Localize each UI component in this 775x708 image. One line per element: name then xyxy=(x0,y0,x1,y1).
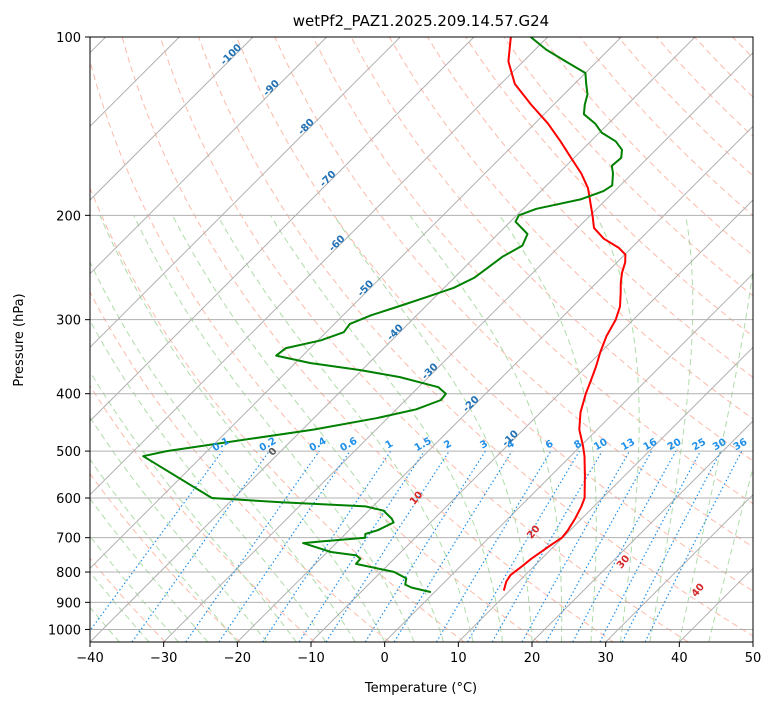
dry-adiabat-line xyxy=(503,37,753,297)
x-tick-label: 50 xyxy=(745,651,762,666)
isotherm-line xyxy=(163,51,753,642)
y-tick-label: 1000 xyxy=(48,623,81,638)
y-axis: 100 200 300 400 500 600 700 800 900 1000 xyxy=(48,31,90,638)
x-axis: −40 −30 −20 −10 0 10 20 30 40 50 xyxy=(76,642,761,666)
dry-adiabats xyxy=(90,37,753,642)
chart-title: wetPf2_PAZ1.2025.209.14.57.G24 xyxy=(293,12,549,31)
y-tick-label: 100 xyxy=(56,31,81,46)
isotherm-line xyxy=(90,37,549,496)
y-tick-label: 400 xyxy=(56,388,81,403)
moist-adiabat-line xyxy=(270,215,503,642)
isotherms xyxy=(90,37,753,642)
y-tick-label: 800 xyxy=(56,566,81,581)
y-tick-label: 700 xyxy=(56,532,81,547)
mixing-ratio-line xyxy=(644,450,743,642)
dry-adiabat-line xyxy=(388,37,753,420)
moist-adiabat-line xyxy=(409,215,563,642)
moist-adiabat-line xyxy=(133,215,415,642)
x-axis-label: Temperature (°C) xyxy=(364,681,477,696)
moist-adiabat-line xyxy=(90,260,356,642)
x-tick-label: −20 xyxy=(224,651,251,666)
moist-adiabat-line xyxy=(90,370,297,642)
mixing-ratio-line xyxy=(572,450,677,642)
x-tick-label: −10 xyxy=(297,651,324,666)
mixing-ratio-line xyxy=(185,450,320,642)
moist-adiabat-line xyxy=(649,215,694,642)
mixing-ratio-line xyxy=(298,450,425,642)
temperature-profile-line xyxy=(502,37,627,591)
dry-adiabat-line xyxy=(159,37,689,642)
mixing-ratio-label: 6 xyxy=(544,438,556,451)
moist-adiabat-line xyxy=(596,215,640,642)
dry-adiabat-line xyxy=(236,37,753,592)
mixing-ratio-lines xyxy=(90,450,743,642)
mixing-ratio-label: 4 xyxy=(505,438,517,451)
plot-area xyxy=(90,37,753,642)
isotherm-line xyxy=(384,272,753,642)
y-tick-label: 200 xyxy=(56,209,81,224)
dry-adiabat-line xyxy=(90,291,390,642)
isotherm-line xyxy=(90,37,622,570)
mixing-ratio-label: 8 xyxy=(572,438,584,451)
sounding-profiles xyxy=(142,37,627,594)
mixing-ratio-line xyxy=(545,450,653,642)
dry-adiabat-line xyxy=(90,472,241,642)
moist-adiabat-line xyxy=(678,265,753,642)
moist-adiabat-line xyxy=(333,215,533,642)
moist-adiabat-line xyxy=(217,215,474,642)
isotherm-line xyxy=(90,37,254,201)
dry-adiabat-line xyxy=(90,186,465,642)
x-tick-label: −40 xyxy=(76,651,103,666)
dry-adiabat-line xyxy=(121,37,614,642)
x-tick-label: 30 xyxy=(597,651,614,666)
moist-adiabat-line xyxy=(90,416,268,642)
plot-frame xyxy=(89,36,754,643)
y-tick-label: 300 xyxy=(56,314,81,329)
mixing-ratio-line xyxy=(393,450,513,642)
isotherm-line xyxy=(457,346,753,642)
dry-adiabat-line xyxy=(312,37,753,505)
mixing-ratio-line xyxy=(325,450,450,642)
mixing-ratio-line xyxy=(521,450,631,642)
isotherm-line xyxy=(605,493,753,642)
mixing-ratio-line xyxy=(218,450,351,642)
dry-adiabat-line xyxy=(274,37,753,548)
y-tick-label: 500 xyxy=(56,445,81,460)
y-tick-label: 600 xyxy=(56,492,81,507)
dry-adiabat-line xyxy=(90,59,540,642)
isotherm-line xyxy=(90,37,475,422)
x-tick-label: 0 xyxy=(381,651,389,666)
isotherm-line xyxy=(90,37,328,275)
x-tick-label: −30 xyxy=(150,651,177,666)
y-axis-label: Pressure (hPa) xyxy=(12,293,27,386)
dry-adiabat-line xyxy=(426,37,753,378)
dry-adiabat-line xyxy=(465,37,753,338)
isotherm-line xyxy=(90,37,401,349)
mixing-ratio-line xyxy=(90,450,223,632)
mixing-ratio-label: 1 xyxy=(384,438,396,451)
moist-adiabat-line xyxy=(172,215,445,642)
x-tick-label: 20 xyxy=(524,651,541,666)
moist-adiabat-line xyxy=(99,215,386,642)
plot-background xyxy=(90,37,753,642)
isotherm-line xyxy=(90,37,696,642)
isotherm-line xyxy=(531,420,753,642)
mixing-ratio-label: 3 xyxy=(478,438,490,451)
x-tick-label: 10 xyxy=(450,651,467,666)
dewpoint-profile-line xyxy=(142,37,623,594)
dry-adiabat-line xyxy=(90,384,316,642)
isobars xyxy=(90,37,753,630)
mixing-ratio-line xyxy=(262,450,392,642)
moist-adiabat-line xyxy=(90,497,209,642)
moist-adiabat-line xyxy=(90,319,327,642)
mixing-ratio-label: 2 xyxy=(442,438,454,451)
y-tick-label: 900 xyxy=(56,596,81,611)
isotherm-line xyxy=(236,125,753,642)
mixing-ratio-line xyxy=(131,450,270,642)
x-tick-label: 40 xyxy=(671,651,688,666)
isotherm-line xyxy=(310,199,753,642)
dry-adiabat-line xyxy=(350,37,753,462)
moist-adiabat-line xyxy=(90,458,238,642)
